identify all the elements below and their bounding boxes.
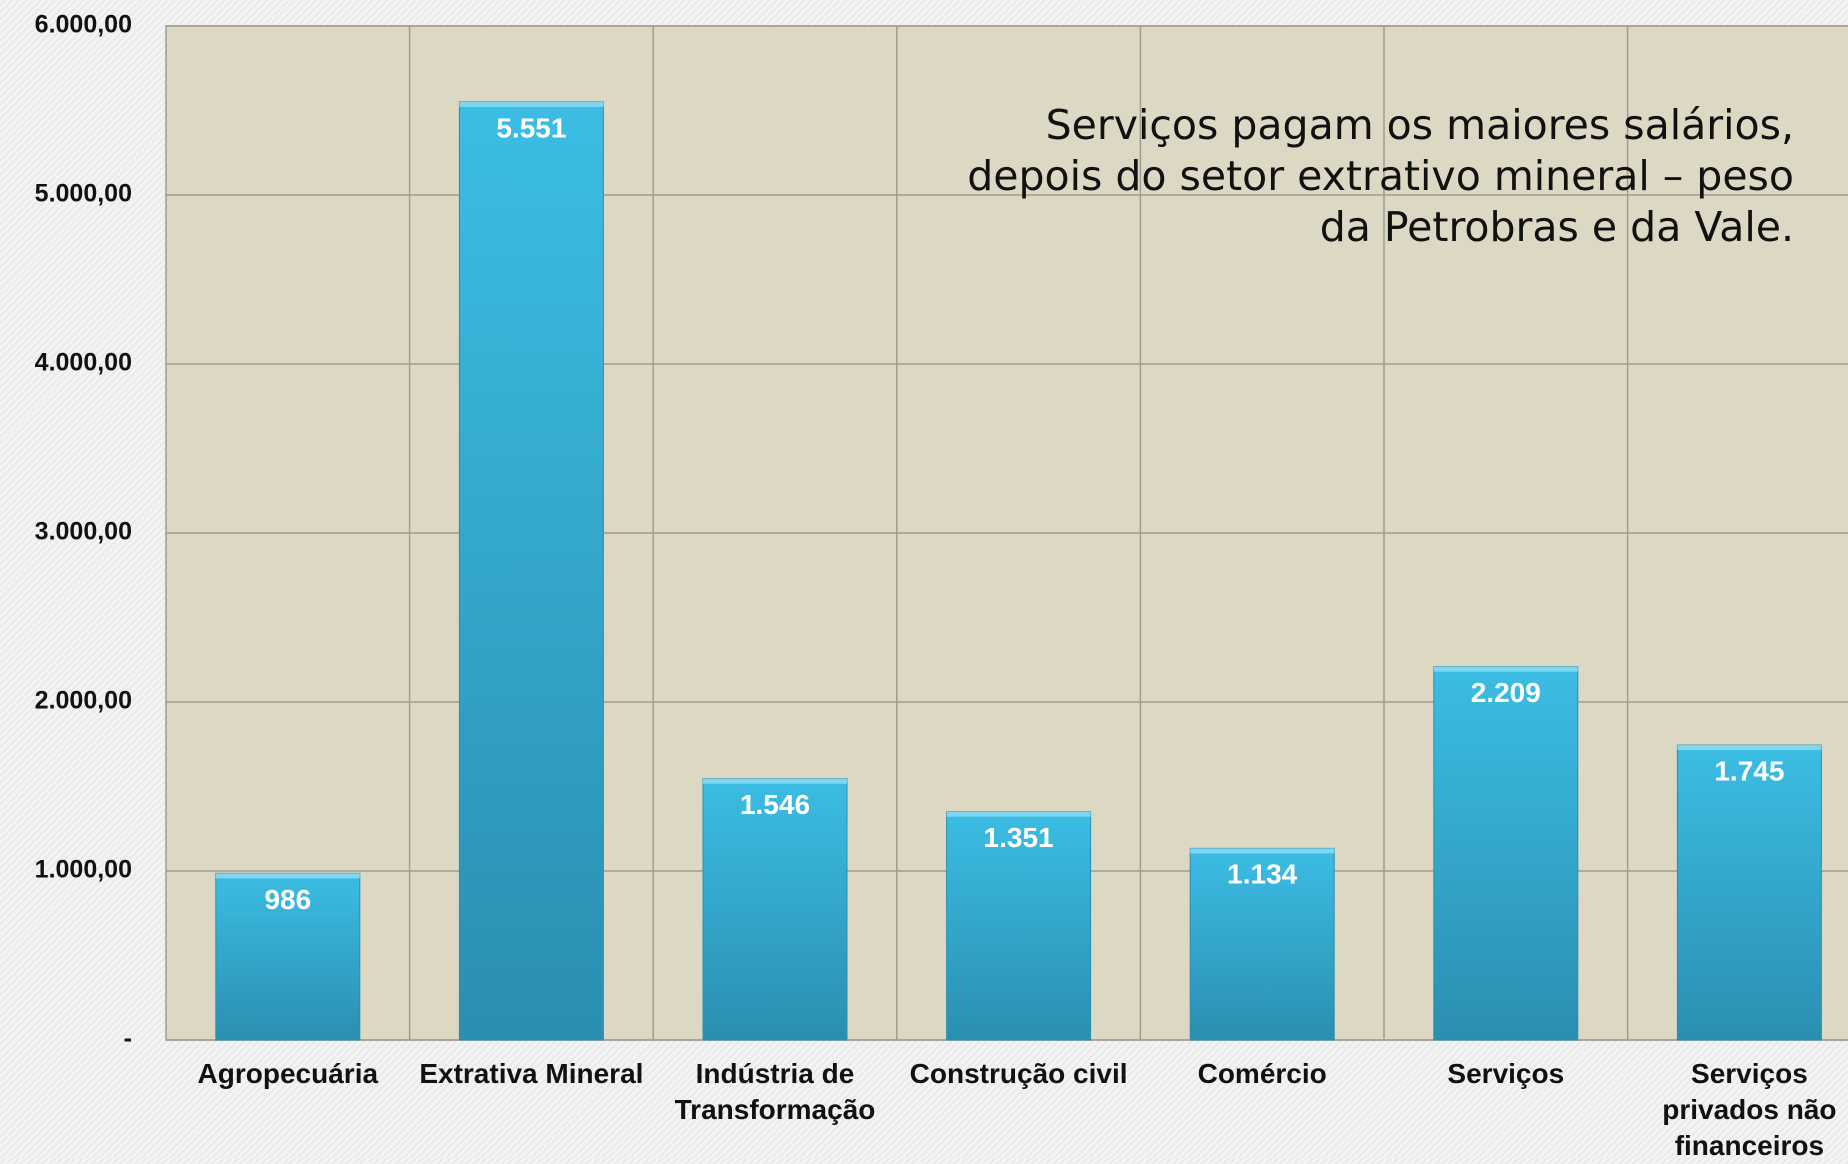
y-tick-label: -: [124, 1025, 132, 1053]
bar: [702, 778, 848, 1041]
bar-highlight: [215, 873, 360, 879]
value-label: 1.546: [740, 789, 810, 820]
x-tick-label: Indústria de Transformação: [674, 1058, 876, 1125]
bar-highlight: [703, 778, 847, 784]
bar: [946, 811, 1092, 1041]
value-label: 1.134: [1227, 859, 1297, 890]
x-tick-label: Construção civil: [909, 1058, 1128, 1089]
bar-highlight: [946, 811, 1091, 817]
y-tick-label: 3.000,00: [35, 518, 132, 546]
value-label: 5.551: [496, 112, 566, 143]
y-tick-label: 5.000,00: [35, 180, 132, 208]
bar: [215, 872, 361, 1041]
y-tick-label: 6.000,00: [35, 11, 132, 39]
value-label: 986: [264, 884, 311, 915]
bar: [1433, 666, 1579, 1041]
x-tick-label: Agropecuária: [197, 1058, 379, 1089]
x-tick-label: Serviços privados não financeiros: [1662, 1058, 1837, 1161]
x-tick-label: Comércio: [1197, 1058, 1327, 1089]
bar-highlight: [459, 101, 604, 107]
x-tick-label: Serviços: [1447, 1058, 1565, 1089]
x-tick-label: Extrativa Mineral: [419, 1058, 644, 1089]
bar-highlight: [1677, 745, 1822, 751]
bar: [1676, 744, 1822, 1041]
value-label: 1.745: [1714, 755, 1784, 786]
bar-highlight: [1190, 848, 1335, 854]
bar: [1189, 847, 1335, 1041]
value-label: 2.209: [1471, 677, 1541, 708]
y-tick-label: 1.000,00: [35, 856, 132, 884]
annotation: Serviços pagam os maiores salários, depo…: [967, 101, 1794, 251]
y-tick-label: 2.000,00: [35, 687, 132, 715]
bar-highlight: [1433, 666, 1578, 672]
value-label: 1.351: [984, 822, 1054, 853]
y-tick-label: 4.000,00: [35, 349, 132, 377]
bar: [458, 101, 604, 1041]
